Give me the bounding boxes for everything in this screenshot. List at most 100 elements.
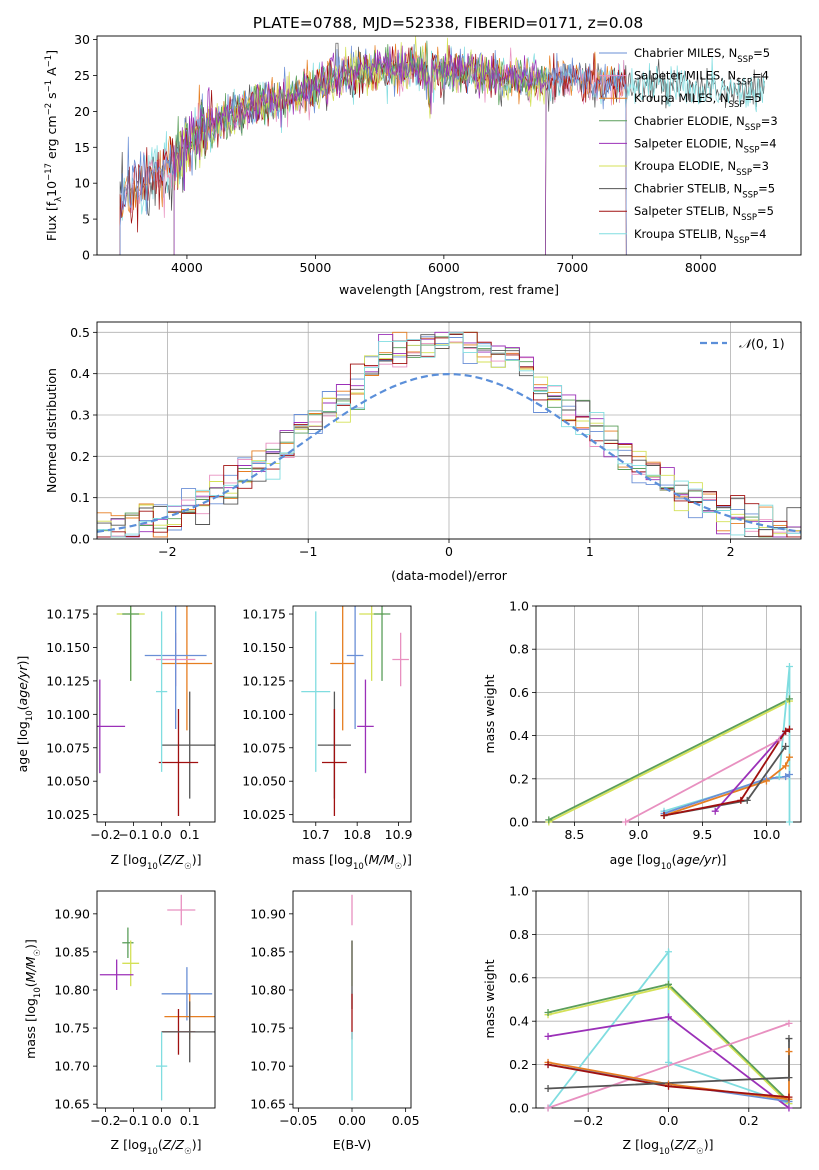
x-axis-label-part: Z [log [111, 1137, 147, 1152]
x-axis-label-part: M/M [369, 852, 395, 867]
weight-marker [762, 777, 770, 785]
x-tick-label: 4000 [171, 260, 203, 275]
x-axis-label-part: Z [log [111, 852, 147, 867]
y-axis-label-part: Flux [f [44, 201, 59, 241]
y-axis-label-part: ( [15, 705, 30, 710]
x-axis-label-part: Z/Z [674, 1137, 697, 1152]
mass-vs-metallicity-panel: −0.2−0.1 0.0 0.1 10.65 10.70 10.75 10.80 10.85 1… [23, 890, 216, 1157]
weight-marker [785, 1048, 793, 1056]
y-axis-label: age [log10(age/yr)] [15, 656, 35, 773]
y-tick-label: 10.70 [54, 1059, 90, 1074]
y-axis-label-part: −1 [44, 80, 54, 93]
x-axis-label: Z [log10(Z/Z☉)] [111, 1137, 202, 1157]
legend-label-part: =3 [761, 114, 778, 128]
x-axis-label-part: )] [704, 1137, 714, 1152]
y-tick-label: 10.65 [54, 1097, 90, 1112]
weight-marker [665, 1013, 672, 1021]
legend-label: Chabrier ELODIE, NSSP=3 [634, 114, 778, 133]
weight-marker [544, 1061, 552, 1069]
y-tick-label: 10.150 [46, 640, 90, 655]
y-tick-label: 0.2 [70, 449, 90, 464]
y-tick-label: 0.6 [509, 685, 529, 700]
y-tick-label: 15 [74, 140, 90, 155]
x-axis-label-part: ( [158, 1137, 163, 1152]
x-axis-label-part: ( [672, 852, 677, 867]
x-tick-label: 1 [586, 544, 594, 559]
x-tick-label: 9.0 [628, 827, 648, 842]
y-tick-label: 10.025 [242, 807, 286, 822]
y-axis-label: Normed distribution [44, 368, 59, 493]
figure-title: PLATE=0788, MJD=52338, FIBERID=0171, z=0… [253, 14, 643, 32]
legend-label-part: Kroupa ELODIE, N [634, 159, 736, 173]
x-tick-label: 8.5 [564, 827, 584, 842]
legend-label-part: =5 [753, 46, 770, 60]
y-tick-label: 10.70 [250, 1059, 286, 1074]
weight-marker [737, 796, 745, 804]
y-axis-label-part: s [44, 92, 59, 103]
weight-marker [785, 753, 793, 761]
y-tick-label: 10 [74, 176, 90, 191]
legend-label: Chabrier STELIB, NSSP=5 [634, 182, 775, 201]
weight-marker [782, 727, 790, 735]
y-tick-label: 25 [74, 68, 90, 83]
y-axis-label: mass weight [482, 959, 497, 1038]
axes-frame [96, 35, 802, 256]
y-tick-label: 0.4 [509, 1014, 529, 1029]
y-axis-label-part: )] [23, 939, 38, 949]
weight-marker [665, 1058, 672, 1066]
y-tick-label: 0.2 [509, 1057, 529, 1072]
y-axis-label-part: erg cm [44, 115, 59, 163]
x-axis-label-part: Z [log [623, 1137, 659, 1152]
weight-marker [665, 1082, 672, 1090]
x-tick-label: 0.0 [152, 1113, 172, 1128]
x-tick-label: 0.0 [152, 827, 172, 842]
y-tick-label: 30 [74, 32, 90, 47]
x-axis-label-part: ☉ [184, 1147, 192, 1157]
x-axis-label-part: ☉ [394, 862, 402, 872]
plot-area [301, 606, 409, 816]
legend-label-part: Salpeter MILES, N [634, 69, 736, 83]
legend-label: Kroupa STELIB, NSSP=4 [634, 227, 766, 246]
weight-marker [782, 773, 790, 781]
legend-label: Chabrier MILES, NSSP=5 [634, 46, 770, 65]
x-axis-label: (data-model)/error [391, 568, 508, 583]
x-tick-label: 0.00 [338, 1113, 366, 1128]
x-axis-label: age [log10(age/yr)] [610, 852, 727, 872]
weight-marker [785, 1035, 793, 1043]
x-axis-label-part: Z/Z [162, 852, 185, 867]
y-tick-label: 10.80 [54, 982, 90, 997]
x-axis-label-part: 10 [147, 862, 158, 872]
legend-label-part: Salpeter ELODIE, N [634, 136, 744, 150]
y-tick-label: 10.175 [46, 607, 90, 622]
age-vs-metallicity-panel: −0.2−0.1 0.0 0.1 10.025 10.050 10.075 10.100 10… [15, 605, 216, 872]
x-axis-label-part: 10 [353, 862, 364, 872]
histogram-series [97, 331, 801, 538]
y-tick-label: 0.1 [70, 490, 90, 505]
x-tick-label: 0.1 [180, 827, 200, 842]
legend-label: Salpeter ELODIE, NSSP=4 [634, 136, 777, 155]
legend-label-part: SSP [737, 55, 753, 65]
weight-marker [785, 818, 793, 826]
legend-label-part: Chabrier MILES, N [634, 46, 737, 60]
legend-label-part: =5 [744, 91, 761, 105]
x-tick-label: 6000 [428, 260, 460, 275]
legend-label-part: =4 [760, 136, 777, 150]
weight-marker [785, 725, 793, 733]
x-axis-label-part: 10 [147, 1147, 158, 1157]
weight-marker [622, 818, 630, 826]
weight-marker [775, 773, 783, 781]
weight-marker [775, 736, 783, 744]
y-axis-label-part: mass [log [23, 998, 38, 1059]
y-tick-label: 10.025 [46, 807, 90, 822]
weight-line [663, 773, 790, 815]
weight-marker [665, 980, 672, 988]
y-axis-label-part: 10 [33, 987, 43, 998]
legend-label-part: SSP [745, 123, 761, 133]
x-axis-label-part: )] [192, 1137, 202, 1152]
x-tick-label: −0.2 [90, 1113, 120, 1128]
legend-label: Kroupa ELODIE, NSSP=3 [634, 159, 769, 178]
y-tick-label: 10.050 [46, 774, 90, 789]
y-tick-label: 1.0 [509, 884, 529, 899]
x-tick-label: −0.2 [573, 1113, 603, 1128]
